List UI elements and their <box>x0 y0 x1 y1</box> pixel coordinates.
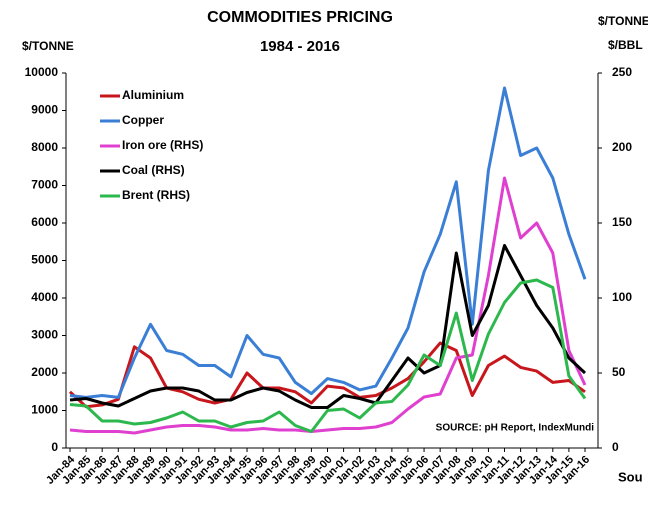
legend-label: Iron ore (RHS) <box>122 138 203 152</box>
y2-tick-label: 150 <box>612 215 632 229</box>
y-tick-label: 9000 <box>31 103 58 117</box>
chart-title: COMMODITIES PRICING <box>207 9 393 26</box>
series-line <box>69 244 587 409</box>
y-tick-label: 4000 <box>31 290 58 304</box>
y-tick-label: 7000 <box>31 178 58 192</box>
series-line <box>69 176 587 435</box>
y-tick-label: 0 <box>51 440 58 454</box>
series-line <box>68 341 586 409</box>
legend-label: Aluminium <box>122 88 184 102</box>
y2-tick-label: 200 <box>612 140 632 154</box>
series-line <box>69 86 587 399</box>
y2-tick-label: 250 <box>612 65 632 79</box>
y-tick-label: 1000 <box>31 403 58 417</box>
y2-tick-label: 0 <box>612 440 619 454</box>
y-tick-label: 3000 <box>31 328 58 342</box>
y-axis-label: $/TONNE <box>22 39 74 53</box>
y-tick-label: 6000 <box>31 215 58 229</box>
cut-off-text: Sou <box>618 469 643 484</box>
y-tick-label: 8000 <box>31 140 58 154</box>
y2-tick-label: 50 <box>612 365 626 379</box>
y-tick-label: 2000 <box>31 365 58 379</box>
source-note: SOURCE: pH Report, IndexMundi <box>436 423 595 434</box>
y-tick-label: 10000 <box>25 65 59 79</box>
legend-label: Coal (RHS) <box>122 163 185 177</box>
series-line <box>69 278 587 433</box>
y2-axis-label: $/TONNE, <box>598 14 648 28</box>
chart-subtitle: 1984 - 2016 <box>260 38 340 55</box>
y-tick-label: 5000 <box>31 253 58 267</box>
legend-label: Copper <box>122 113 164 127</box>
y2-axis-label: $/BBL <box>608 38 643 52</box>
y2-tick-label: 100 <box>612 290 632 304</box>
legend-label: Brent (RHS) <box>122 188 190 202</box>
